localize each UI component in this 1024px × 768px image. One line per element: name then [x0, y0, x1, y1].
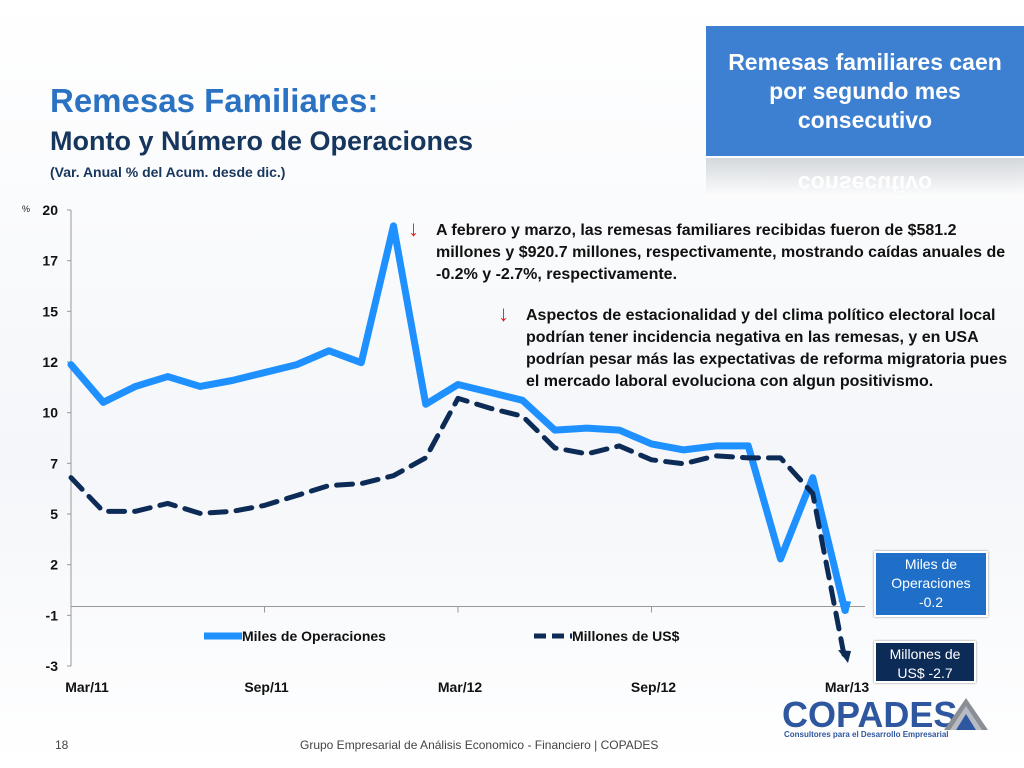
x-tick-label: Sep/12 [631, 679, 676, 695]
headline-callout-text: Remesas familiares caen por segundo mes … [728, 48, 1002, 133]
series-end-arrow-operaciones [838, 600, 851, 614]
y-tick-label: -1 [46, 607, 59, 623]
y-tick-label: 7 [50, 455, 58, 471]
copades-logo: COPADES Consultores para el Desarrollo E… [782, 694, 994, 740]
y-tick-label: 15 [42, 303, 58, 319]
badge-millones: Millones de US$ -2.7 [874, 641, 976, 683]
logo-text: COPADES [782, 694, 958, 735]
page-number: 18 [55, 738, 69, 752]
x-tick-label: Mar/13 [825, 679, 870, 695]
y-tick-label: 20 [42, 202, 58, 218]
y-tick-label: 2 [50, 557, 58, 573]
bullet-1: ↓ A febrero y marzo, las remesas familia… [408, 218, 1018, 286]
slide-title: Remesas Familiares: [50, 82, 379, 119]
bullet-2: ↓ Aspectos de estacionalidad y del clima… [498, 303, 1020, 393]
badge-operaciones: Miles de Operaciones -0.2 [874, 551, 988, 617]
series-end-arrow-millones [838, 650, 851, 664]
y-tick-label: 10 [42, 405, 58, 421]
headline-callout: Remesas familiares caen por segundo mes … [706, 26, 1024, 156]
badge-operaciones-text: Miles de Operaciones -0.2 [891, 556, 971, 610]
x-tick-label: Sep/11 [244, 679, 289, 695]
x-tick-label: Mar/11 [65, 679, 109, 695]
logo-mark-icon [944, 698, 988, 730]
legend-label: Millones de US$ [572, 628, 680, 644]
red-down-arrow-icon: ↓ [498, 301, 509, 326]
legend-label: Miles de Operaciones [242, 628, 386, 644]
y-axis-label: % [22, 204, 30, 214]
slide-note: (Var. Anual % del Acum. desde dic.) [50, 164, 286, 180]
series-line-millones [68, 395, 848, 663]
chart-series [67, 222, 851, 664]
y-tick-label: -3 [46, 658, 59, 674]
chart-legend: Miles de Operaciones Millones de US$ [204, 628, 680, 644]
y-tick-label: 12 [42, 354, 58, 370]
red-down-arrow-icon: ↓ [408, 216, 419, 241]
chart-axes: % 20 17 15 12 10 7 5 2 -1 -3 Mar/11 Sep/11 Mar/12 Sep/… [22, 202, 869, 695]
bullet-1-text: A febrero y marzo, las remesas familiare… [436, 222, 1006, 283]
logo-subtext: Consultores para el Desarrollo Empresari… [784, 730, 949, 739]
bullet-2-text: Aspectos de estacionalidad y del clima p… [526, 307, 1008, 390]
slide-subtitle: Monto y Número de Operaciones [50, 126, 474, 156]
x-tick-label: Mar/12 [438, 679, 483, 695]
badge-millones-text: Millones de US$ -2.7 [889, 646, 961, 681]
y-tick-label: 17 [42, 253, 58, 269]
y-tick-label: 5 [50, 506, 58, 522]
footer-text: Grupo Empresarial de Análisis Economico … [300, 738, 659, 752]
series-line-operaciones [67, 222, 849, 614]
